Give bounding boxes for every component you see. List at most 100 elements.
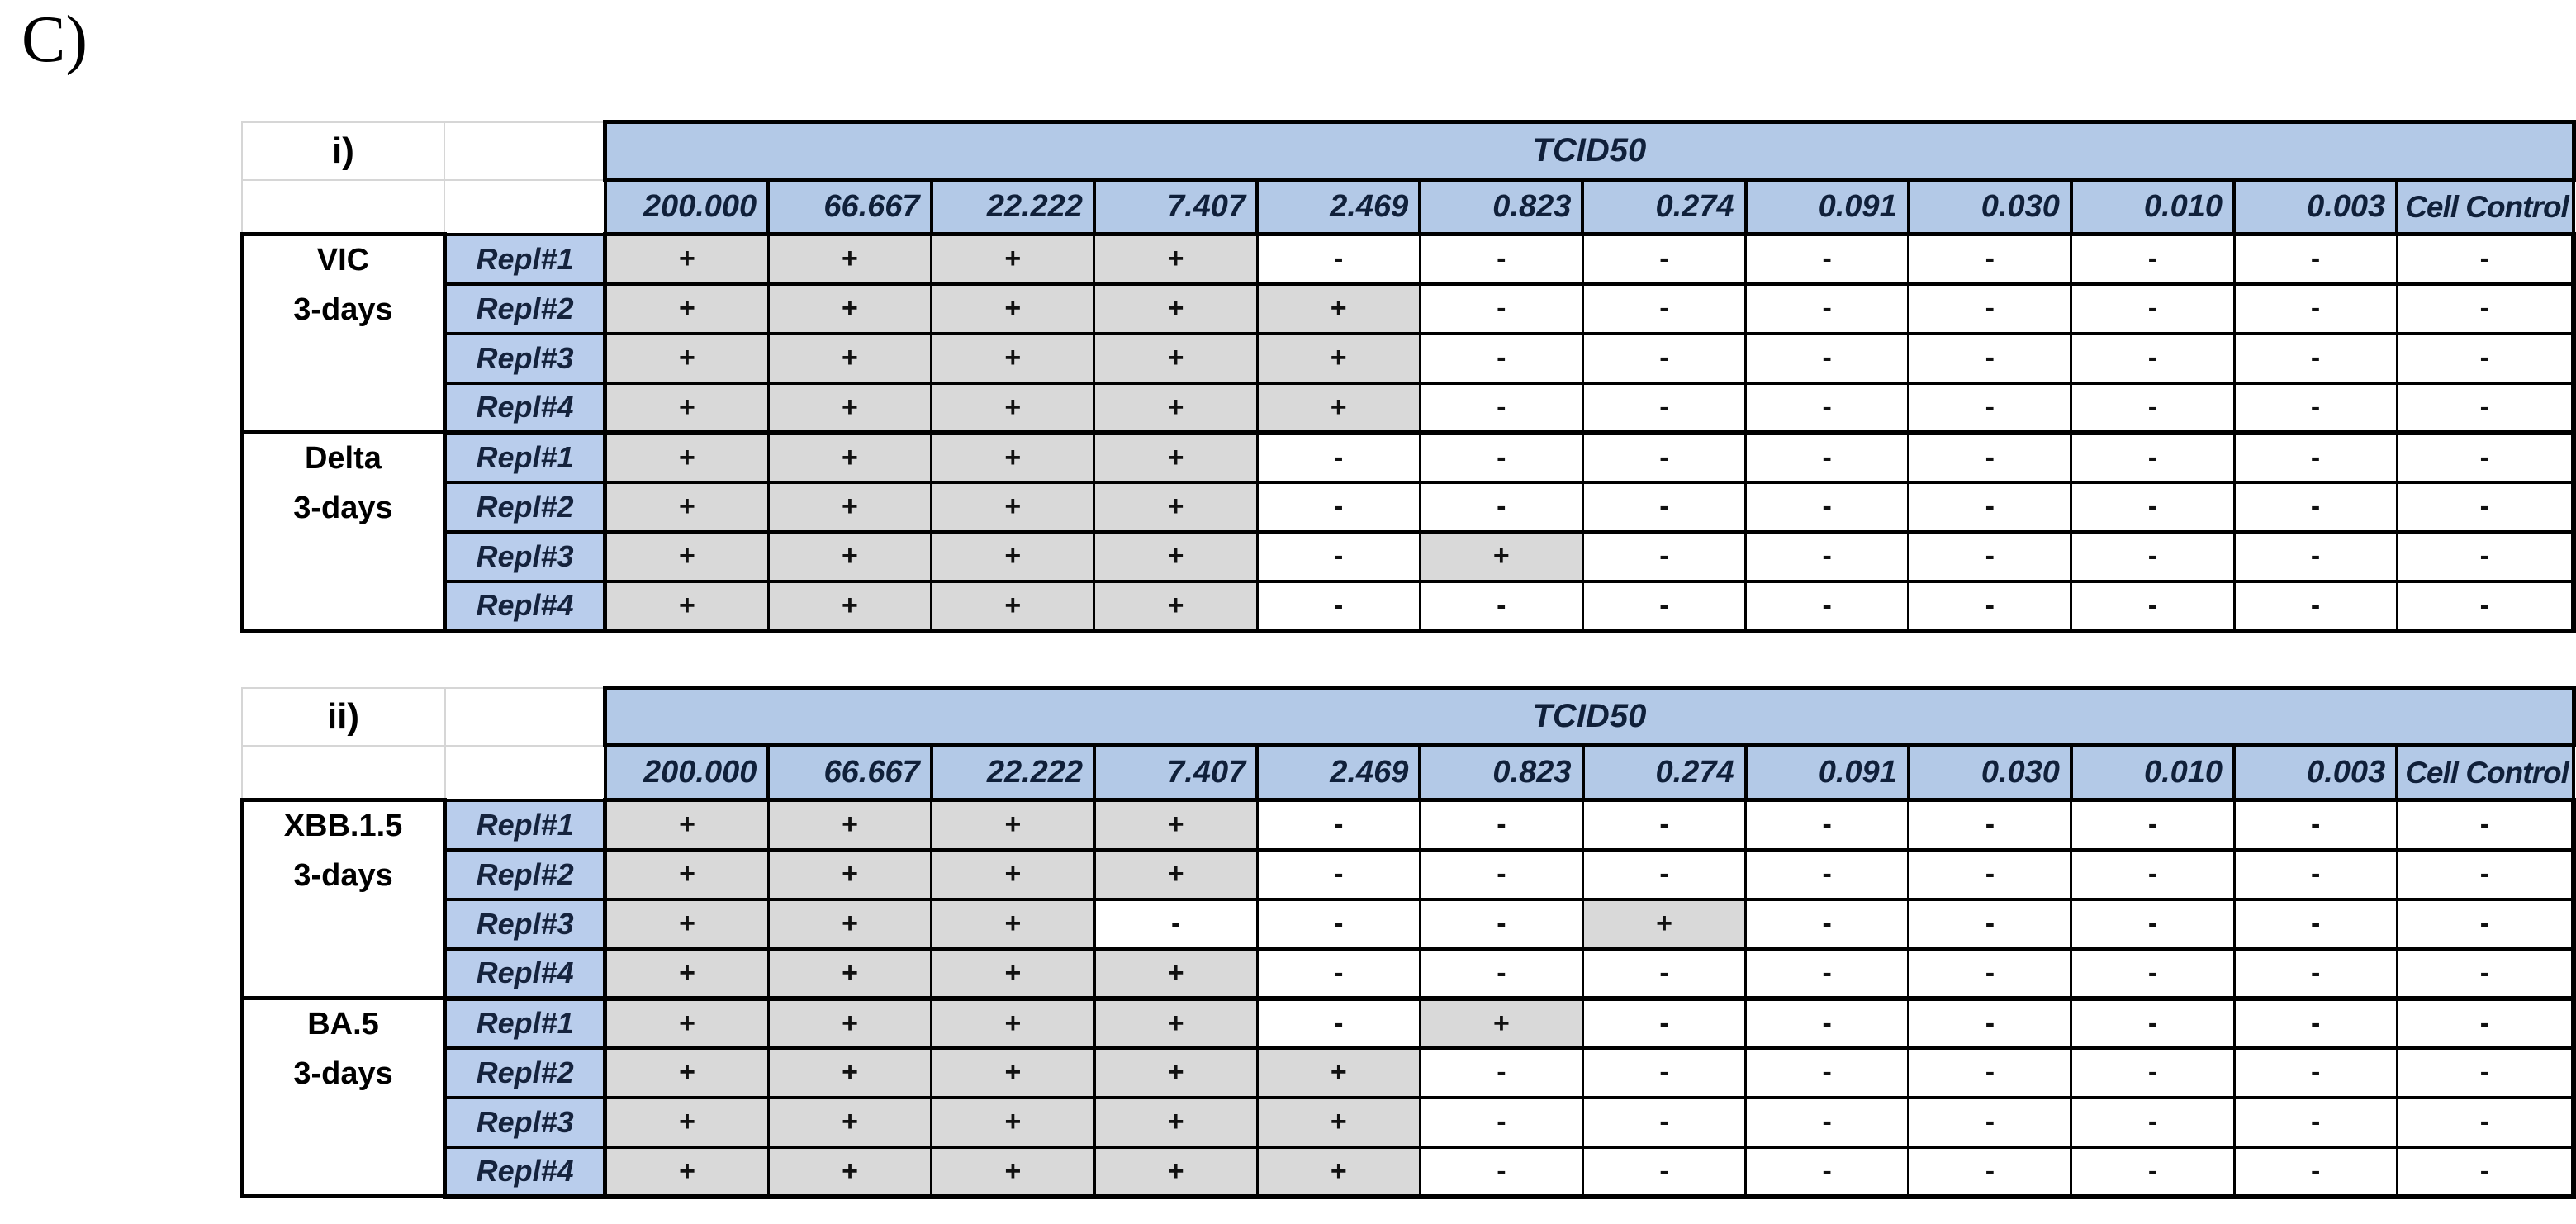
result-cell: -	[1418, 798, 1585, 852]
table-row: Repl#2 + + + + + - - - - - - -	[242, 282, 2576, 335]
result-cell: -	[1581, 430, 1748, 484]
result-cell: -	[2395, 1046, 2576, 1099]
replicate-label-cell: Repl#4	[442, 381, 608, 435]
table-label: ii)	[240, 686, 446, 747]
result-cell: -	[1255, 529, 1421, 583]
variant-label-cell: XBB.1.5 3-days	[239, 798, 448, 1000]
result-cell: -	[2395, 847, 2576, 901]
result-cell: +	[1255, 282, 1421, 335]
result-cell: -	[1581, 331, 1748, 385]
result-cell: +	[1093, 1095, 1259, 1149]
result-cell: -	[2070, 798, 2236, 852]
result-cell: -	[1255, 798, 1421, 852]
dilution-header-row: 200.000 66.667 22.222 7.407 2.469 0.823 0.274 0…	[240, 743, 2575, 802]
dilution-header-cell: 2.469	[1255, 743, 1422, 802]
result-cell: +	[1255, 381, 1421, 435]
replicate-label-cell: Repl#3	[443, 897, 608, 951]
result-cell: -	[1418, 897, 1585, 951]
table-row: Repl#3 + + + - - - + - - - - -	[242, 897, 2576, 951]
result-cell: -	[1418, 282, 1584, 335]
result-cell: +	[1093, 1046, 1259, 1099]
banner-row: i) TCID50	[240, 120, 2576, 182]
result-cell: -	[1418, 331, 1584, 385]
result-cell: -	[2070, 1046, 2236, 1099]
result-cell: -	[1744, 529, 1910, 583]
result-cell: +	[930, 1145, 1096, 1199]
result-cell: -	[1744, 480, 1910, 534]
result-cell: -	[2395, 480, 2576, 534]
result-cell: -	[1418, 430, 1584, 484]
dilution-header-cell: 200.000	[603, 178, 771, 236]
replicate-label-cell: Repl#1	[443, 798, 608, 852]
result-cell: -	[2395, 282, 2576, 335]
dilution-header-cell: 0.274	[1581, 178, 1748, 236]
result-cell: +	[766, 480, 933, 534]
result-cell: -	[1907, 1046, 2073, 1099]
result-cell: -	[1255, 996, 1421, 1050]
result-cell: -	[1744, 1046, 1910, 1099]
replicate-label-cell: Repl#4	[443, 1145, 608, 1199]
result-cell: +	[930, 798, 1096, 852]
result-cell: -	[1907, 331, 2073, 385]
result-cell: -	[1581, 232, 1748, 286]
result-cell: +	[766, 798, 933, 852]
table-row: VIC 3-days Repl#1 + + + + - - - - - - - -	[240, 232, 2576, 434]
result-cell: -	[2395, 529, 2576, 583]
result-cell: +	[766, 897, 933, 951]
dilution-header-row: 200.000 66.667 22.222 7.407 2.469 0.823 0.274 0…	[240, 178, 2575, 236]
result-cell: -	[2070, 1145, 2236, 1199]
result-cell: +	[604, 480, 770, 534]
dilution-header-cell: 2.469	[1255, 178, 1422, 236]
result-cell: +	[1093, 579, 1259, 633]
replicate-label-cell: Repl#2	[443, 847, 608, 901]
result-cell: -	[1907, 1095, 2073, 1149]
table-row: XBB.1.5 3-days Repl#1 + + + + - - - - - - - -	[239, 798, 2576, 1000]
result-cell: -	[2070, 430, 2236, 484]
variant-label-cell: VIC 3-days	[240, 232, 447, 434]
result-cell: +	[604, 946, 770, 1001]
dilution-header-cell: Cell Control	[2395, 743, 2575, 802]
result-cell: -	[1744, 946, 1910, 1001]
result-cell: -	[1581, 1145, 1748, 1199]
result-cell: -	[1744, 232, 1910, 286]
result-cell: -	[1418, 1095, 1585, 1149]
result-cell: -	[2395, 579, 2576, 633]
variant-name: BA.5	[307, 1007, 379, 1041]
result-cell: -	[1744, 798, 1910, 852]
dilution-header-cell: 0.274	[1581, 743, 1748, 802]
replicate-label-cell: Repl#3	[442, 529, 608, 583]
table-row: Repl#3 + + + + + - - - - - - -	[242, 1095, 2576, 1149]
result-cell: +	[1255, 1095, 1421, 1149]
result-cell: +	[766, 946, 933, 1001]
result-cell: +	[930, 847, 1096, 901]
result-cell: +	[1418, 529, 1584, 583]
result-cell: +	[604, 529, 770, 583]
result-cell: +	[766, 232, 933, 286]
dilution-header-cell: 66.667	[766, 178, 933, 236]
result-cell: +	[766, 331, 933, 385]
table-row: Delta 3-days Repl#1 + + + + - - - - - - - -	[240, 430, 2576, 633]
result-cell: +	[766, 579, 933, 633]
result-cell: -	[1907, 847, 2073, 901]
result-cell: -	[1744, 847, 1910, 901]
result-cell: -	[1255, 897, 1421, 951]
result-cell: -	[2395, 946, 2576, 1001]
result-cell: -	[2395, 381, 2576, 435]
result-cell: +	[1093, 529, 1259, 583]
result-cell: -	[1907, 430, 2073, 484]
result-cell: +	[1581, 897, 1748, 951]
dilution-header-cell: 0.003	[2232, 178, 2399, 236]
result-cell: +	[930, 996, 1096, 1050]
dilution-header-cell: 22.222	[929, 178, 1096, 236]
tcid50-header: TCID50	[603, 686, 2576, 747]
dilution-header-cell: 7.407	[1092, 178, 1260, 236]
result-cell: +	[766, 1145, 933, 1199]
result-cell: +	[930, 282, 1096, 335]
result-cell: -	[1744, 1095, 1910, 1149]
result-cell: +	[930, 232, 1096, 286]
result-cell: -	[1418, 381, 1584, 435]
result-cell: -	[1907, 529, 2073, 583]
dilution-header-cell: 0.823	[1418, 178, 1585, 236]
result-cell: -	[1093, 897, 1259, 951]
result-cell: +	[930, 1046, 1096, 1099]
